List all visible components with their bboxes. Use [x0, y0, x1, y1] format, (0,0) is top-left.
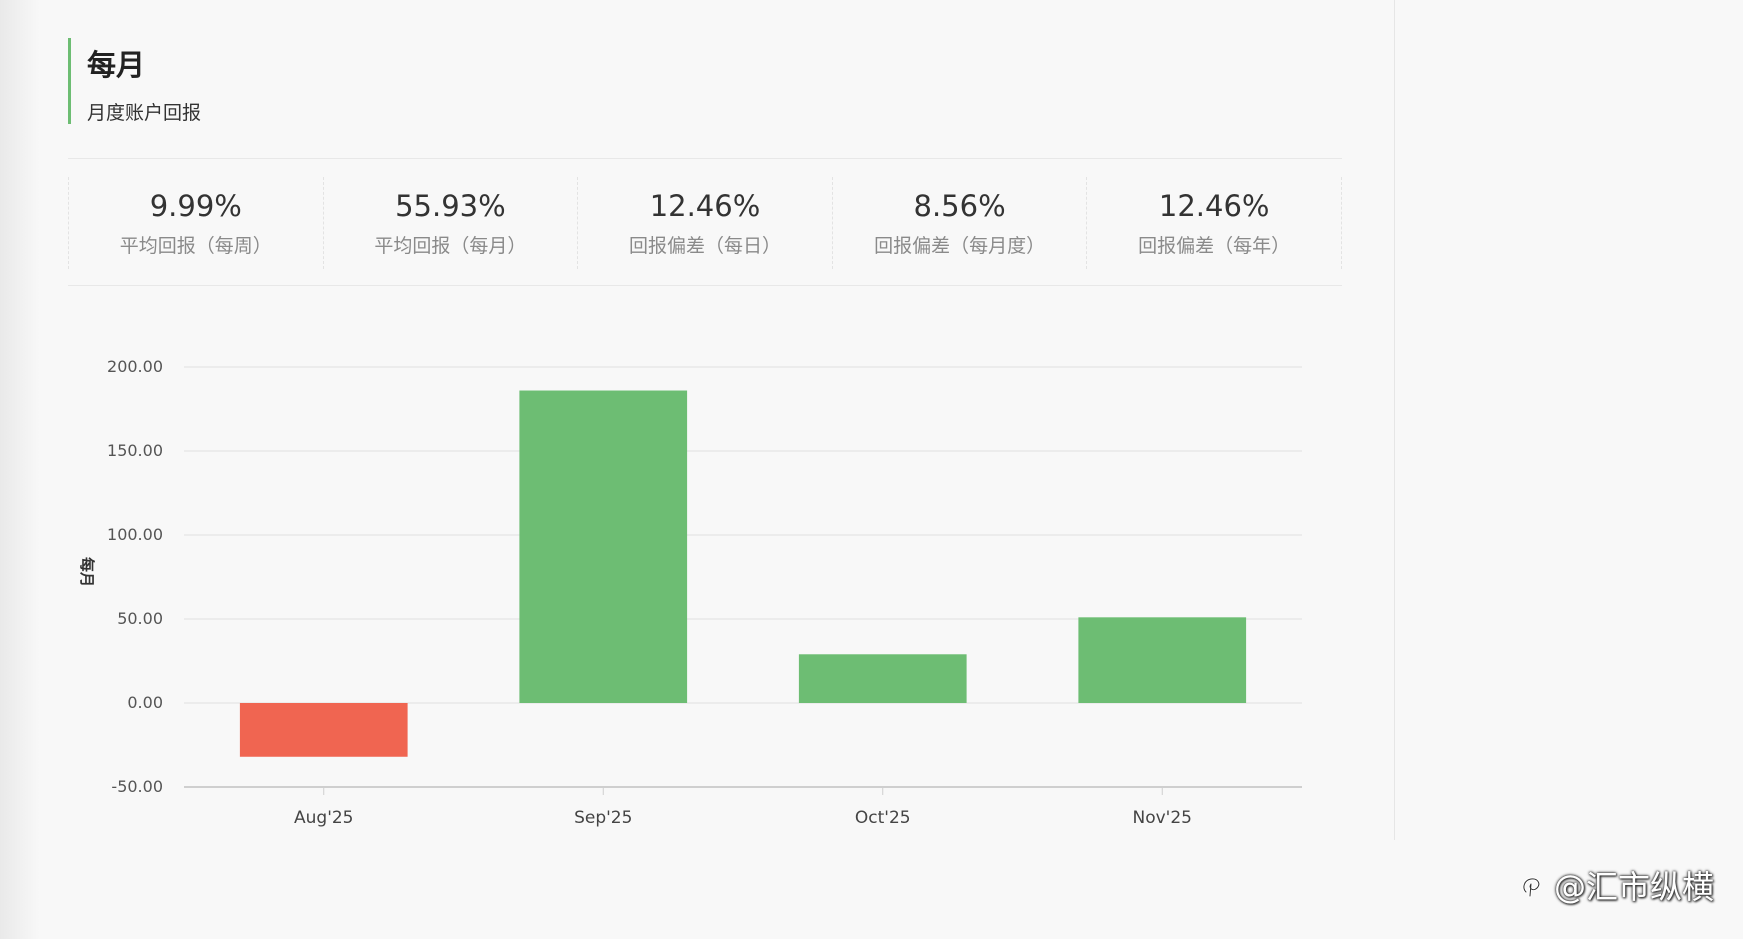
stat-label: 回报偏差（每月度） [874, 235, 1046, 257]
stat-avg-weekly: 9.99% 平均回报（每周） [68, 177, 323, 269]
stat-value: 8.56% [913, 189, 1006, 223]
stat-avg-monthly: 55.93% 平均回报（每月） [322, 177, 578, 269]
monthly-return-chart: 200.00 150.00 100.00 50.00 0.00 -50.00 每月 Aug'2… [78, 357, 1302, 828]
bar [1078, 617, 1247, 703]
stat-value: 12.46% [1158, 189, 1270, 223]
y-tick-label: 0.00 [127, 693, 163, 712]
stat-value: 55.93% [395, 189, 506, 223]
y-tick-label: 200.00 [107, 357, 163, 376]
section-header: 每月 月度账户回报 [68, 38, 201, 124]
stat-value: 9.99% [149, 189, 242, 223]
stat-label: 平均回报（每月） [374, 235, 527, 257]
watermark-text: @汇市纵横 [1554, 868, 1715, 906]
left-edge-shade [0, 0, 40, 939]
stat-dev-yearly: 12.46% 回报偏差（每年） [1086, 177, 1342, 269]
x-tick-label: Sep'25 [574, 808, 632, 828]
stat-dev-daily: 12.46% 回报偏差（每日） [577, 177, 832, 269]
stat-label: 平均回报（每周） [119, 235, 272, 257]
y-tick-label: 150.00 [107, 441, 163, 460]
y-tick-label: 100.00 [107, 525, 163, 544]
watermark: @汇市纵横 [1518, 862, 1714, 908]
stat-value: 12.46% [649, 189, 761, 223]
bar [239, 703, 408, 757]
y-tick-label: -50.00 [111, 777, 163, 796]
x-tick-label: Aug'25 [294, 808, 354, 828]
stats-row: 9.99% 平均回报（每周） 55.93% 平均回报（每月） 12.46% 回报… [68, 158, 1342, 286]
section-subtitle: 月度账户回报 [87, 102, 202, 124]
zhihu-swirl-icon [1522, 877, 1541, 898]
x-tick-label: Nov'25 [1133, 808, 1192, 828]
x-tick-label: Oct'25 [855, 808, 911, 828]
bar [519, 390, 688, 703]
stat-label: 回报偏差（每日） [628, 235, 781, 257]
section-title: 每月 [87, 48, 146, 82]
bar [798, 654, 967, 703]
y-tick-label: 50.00 [117, 609, 163, 628]
stat-dev-monthly: 8.56% 回报偏差（每月度） [831, 177, 1087, 269]
main-panel: 每月 月度账户回报 9.99% 平均回报（每周） 55.93% 平均回报（每月）… [68, 0, 1395, 840]
y-axis-label: 每月 [78, 557, 96, 587]
stat-label: 回报偏差（每年） [1138, 235, 1291, 257]
